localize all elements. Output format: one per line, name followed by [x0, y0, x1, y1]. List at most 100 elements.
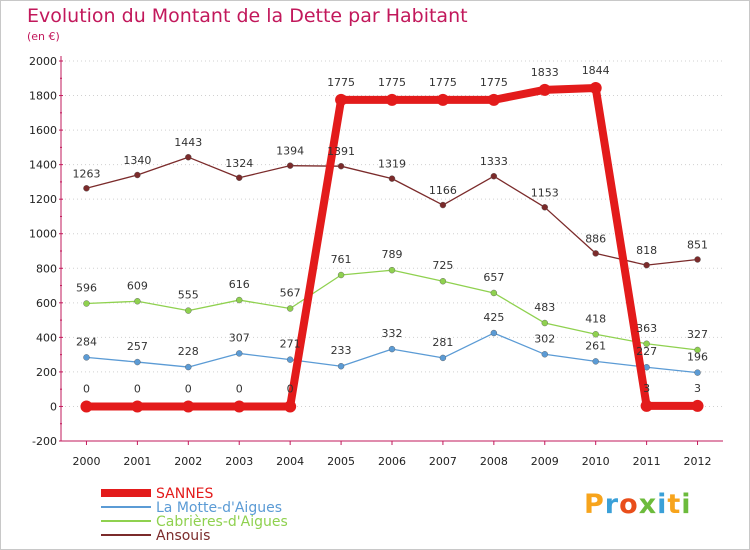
- data-label: 609: [127, 279, 148, 292]
- data-point: [386, 93, 398, 106]
- data-point: [388, 345, 396, 353]
- series-2: [83, 329, 701, 376]
- data-point: [439, 278, 447, 285]
- data-label: 233: [331, 344, 352, 357]
- y-tick-label: 600: [36, 297, 57, 310]
- y-tick-label: 1200: [29, 193, 57, 206]
- data-point: [388, 175, 396, 182]
- data-label: 1443: [174, 136, 202, 149]
- x-tick-label: 2009: [531, 455, 559, 468]
- chart-unit: (en €): [27, 30, 60, 43]
- data-label: 1340: [123, 154, 151, 167]
- data-label: 1319: [378, 158, 406, 171]
- y-tick-label: 1400: [29, 159, 57, 172]
- data-point: [337, 363, 345, 370]
- data-label: 1775: [429, 76, 457, 89]
- data-label: 271: [280, 338, 301, 351]
- data-point: [182, 400, 195, 413]
- data-point: [337, 162, 345, 170]
- data-label: 227: [636, 345, 657, 358]
- data-point: [185, 307, 192, 314]
- y-tick-label: 1800: [29, 90, 57, 103]
- data-point: [592, 358, 599, 365]
- data-point: [541, 204, 548, 211]
- data-point: [131, 400, 144, 413]
- data-point: [694, 256, 701, 263]
- y-tick-label: 0: [50, 400, 57, 413]
- data-label: 1844: [582, 64, 610, 77]
- data-label: 281: [432, 336, 453, 349]
- logo-letter: r: [604, 489, 620, 520]
- data-label: 616: [229, 278, 250, 291]
- data-label: 0: [287, 382, 294, 395]
- x-tick-label: 2005: [327, 455, 355, 468]
- data-point: [490, 329, 498, 337]
- data-label: 302: [534, 332, 555, 345]
- y-tick-label: -200: [32, 435, 57, 448]
- logo-letter: i: [657, 489, 668, 520]
- data-label: 1833: [531, 66, 559, 79]
- data-point: [83, 354, 90, 361]
- logo-letter: i: [681, 489, 692, 520]
- data-label: 3: [694, 382, 701, 395]
- data-point: [592, 250, 599, 257]
- data-point: [643, 340, 650, 347]
- chart-title: Evolution du Montant de la Dette par Hab…: [27, 5, 468, 27]
- x-tick-label: 2012: [684, 455, 712, 468]
- x-tick-label: 2003: [225, 455, 253, 468]
- data-label: 418: [585, 312, 606, 325]
- data-label: 596: [76, 282, 97, 295]
- data-label: 0: [83, 382, 90, 395]
- data-label: 327: [687, 328, 708, 341]
- data-point: [134, 171, 141, 179]
- y-tick-label: 2000: [29, 55, 57, 68]
- data-label: 483: [534, 301, 555, 314]
- data-label: 0: [134, 382, 141, 395]
- data-point: [236, 296, 243, 304]
- logo-letter: P: [584, 489, 605, 520]
- data-point: [236, 174, 243, 181]
- data-label: 555: [178, 289, 199, 302]
- y-tick-label: 200: [36, 366, 57, 379]
- x-tick-label: 2000: [72, 455, 100, 468]
- data-point: [694, 369, 701, 376]
- data-point: [83, 185, 90, 192]
- data-label: 1324: [225, 157, 253, 170]
- data-label: 1153: [531, 186, 559, 199]
- data-point: [134, 298, 141, 305]
- data-point: [691, 399, 704, 412]
- data-label: 818: [636, 244, 657, 257]
- data-label: 1775: [378, 76, 406, 89]
- y-tick-label: 400: [36, 331, 57, 344]
- data-point: [286, 305, 294, 312]
- data-point: [490, 173, 498, 180]
- data-label: 261: [585, 339, 606, 352]
- data-point: [337, 271, 345, 279]
- data-point: [233, 400, 246, 413]
- data-label: 257: [127, 340, 148, 353]
- data-label: 284: [76, 335, 97, 348]
- data-label: 657: [483, 271, 504, 284]
- data-label: 1333: [480, 155, 508, 168]
- data-label: 228: [178, 345, 199, 358]
- data-label: 789: [382, 248, 403, 261]
- data-point: [286, 356, 294, 363]
- series-3: [83, 266, 701, 354]
- legend-label: SANNES: [156, 486, 214, 502]
- data-label: 1775: [480, 76, 508, 89]
- x-tick-label: 2004: [276, 455, 304, 468]
- data-point: [439, 354, 447, 362]
- data-point: [538, 83, 551, 96]
- data-label: 567: [280, 287, 301, 300]
- data-point: [83, 300, 90, 307]
- data-point: [643, 261, 650, 269]
- logo-letter: x: [638, 489, 658, 520]
- data-point: [284, 400, 297, 413]
- x-tick-label: 2002: [174, 455, 202, 468]
- data-label: 1263: [72, 167, 100, 180]
- x-tick-label: 2008: [480, 455, 508, 468]
- x-tick-label: 2001: [123, 455, 151, 468]
- data-label: 332: [382, 327, 403, 340]
